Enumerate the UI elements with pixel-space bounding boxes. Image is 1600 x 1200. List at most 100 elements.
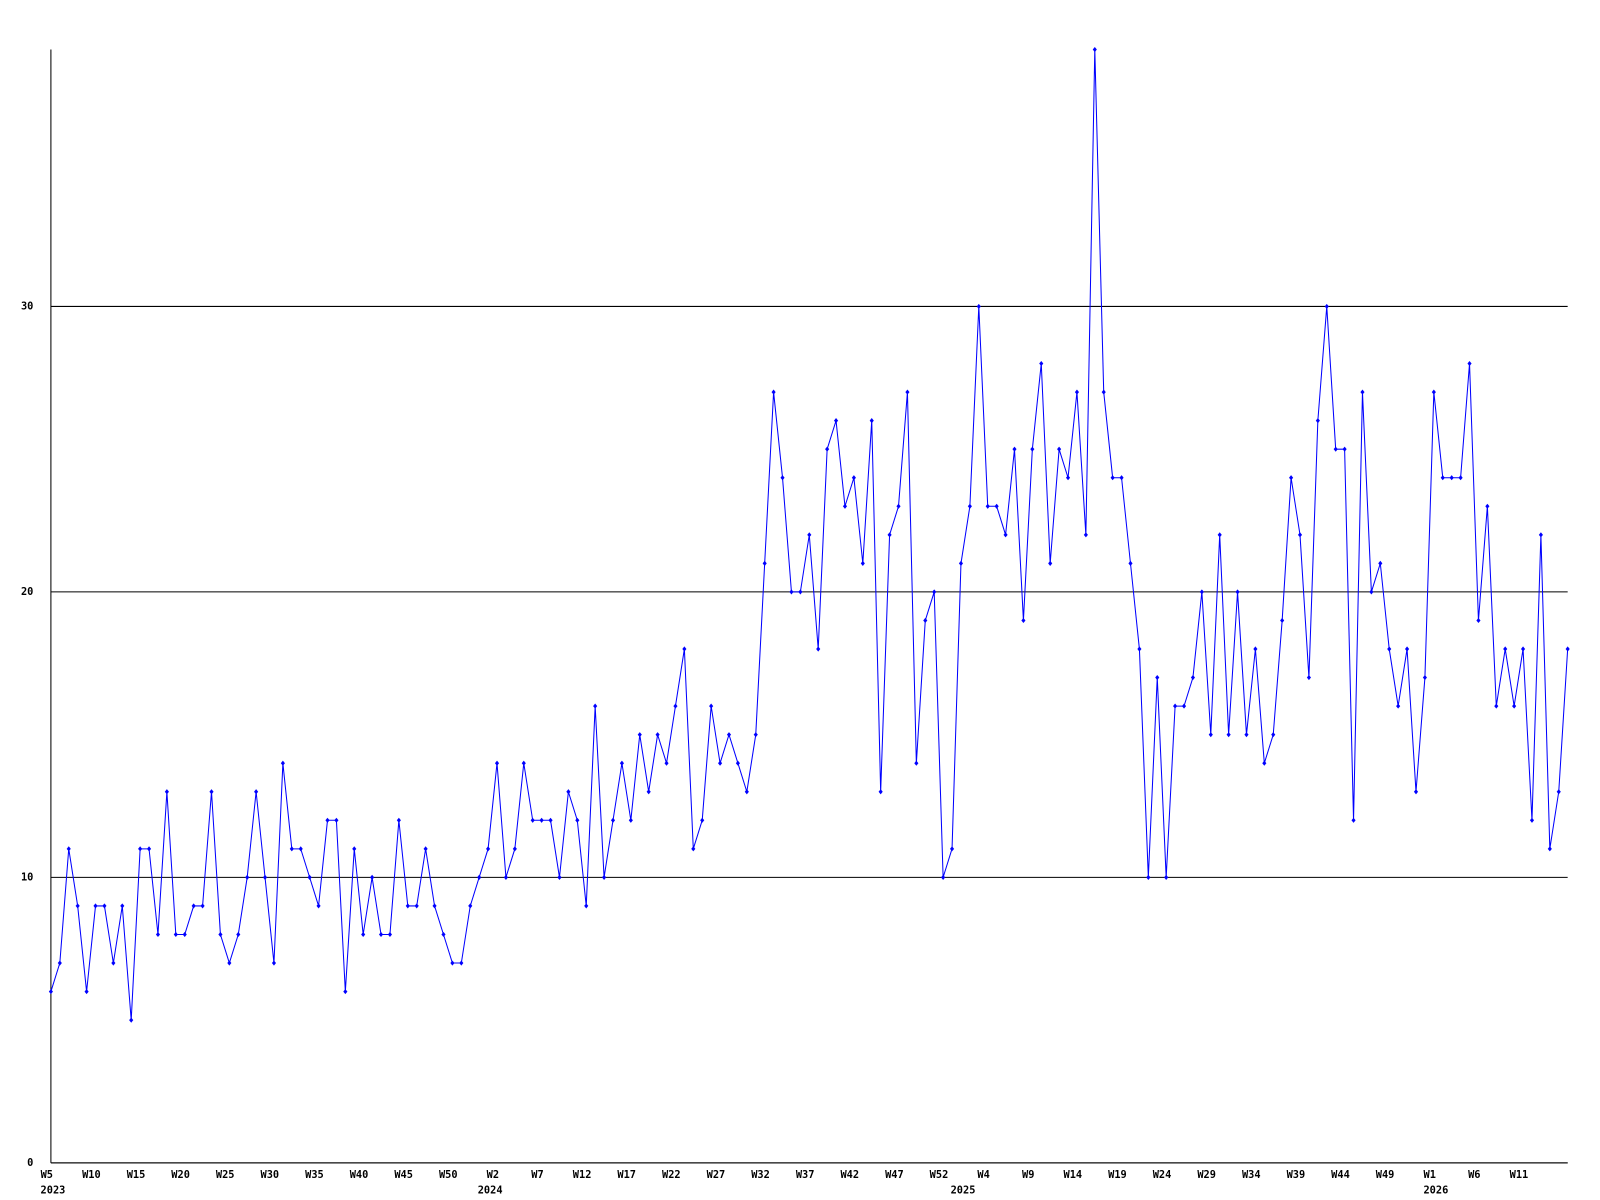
data-point	[1324, 303, 1329, 310]
data-point	[352, 846, 357, 852]
data-point	[432, 903, 437, 909]
x-tick-label: W14	[1064, 1169, 1083, 1181]
data-point	[914, 760, 919, 766]
data-point	[494, 760, 500, 766]
x-tick-label: W47	[885, 1169, 904, 1181]
x-tick-label: W27	[707, 1169, 726, 1181]
data-point	[271, 960, 277, 966]
data-point	[1021, 617, 1026, 624]
x-tick-label: W32	[751, 1169, 770, 1181]
data-point	[1208, 732, 1213, 738]
data-point	[387, 931, 393, 938]
data-point	[459, 960, 464, 966]
data-point	[1039, 360, 1044, 367]
data-point	[1074, 389, 1080, 395]
data-point	[575, 817, 580, 823]
data-point	[48, 988, 53, 995]
data-point	[164, 789, 169, 795]
data-point	[593, 703, 598, 709]
data-point	[1030, 446, 1035, 452]
data-point	[1181, 703, 1187, 709]
data-point	[718, 760, 723, 766]
x-group-label: 2024	[478, 1185, 503, 1197]
data-point	[1110, 475, 1115, 481]
data-point	[173, 931, 178, 938]
x-tick-label: W10	[82, 1169, 101, 1181]
data-point	[262, 874, 268, 880]
data-point	[129, 1017, 134, 1023]
data-point	[1101, 389, 1106, 395]
x-tick-label: W9	[1022, 1169, 1034, 1181]
data-point	[307, 874, 312, 880]
data-point	[370, 874, 375, 880]
data-point	[1431, 389, 1436, 395]
data-point	[807, 532, 812, 538]
data-point	[932, 589, 937, 595]
x-tick-label: W19	[1108, 1169, 1127, 1181]
x-tick-label: W15	[127, 1169, 146, 1181]
data-point	[146, 846, 152, 852]
data-point	[949, 846, 955, 852]
data-point	[994, 503, 999, 509]
data-point	[878, 789, 883, 795]
data-point	[1413, 789, 1419, 795]
data-point	[619, 760, 624, 766]
x-tick-label: W5	[41, 1169, 53, 1181]
data-point	[1306, 674, 1311, 681]
data-point	[887, 532, 892, 538]
data-point	[334, 817, 339, 823]
x-tick-label: W17	[617, 1169, 636, 1181]
x-tick-label: W12	[573, 1169, 592, 1181]
data-point	[1146, 874, 1151, 880]
x-tick-label: W40	[350, 1169, 369, 1181]
data-point	[744, 789, 749, 795]
data-point	[1512, 703, 1517, 709]
data-point	[1449, 475, 1454, 481]
data-point	[120, 903, 125, 909]
data-point	[111, 960, 116, 966]
y-tick-label: 20	[21, 586, 33, 598]
data-point	[673, 703, 678, 709]
x-tick-label: W42	[840, 1169, 859, 1181]
data-point	[1494, 703, 1499, 709]
data-point	[289, 846, 294, 852]
x-tick-label: W29	[1197, 1169, 1216, 1181]
data-point	[182, 931, 187, 938]
data-point	[833, 418, 839, 424]
data-point	[1556, 789, 1561, 795]
data-point	[84, 988, 89, 995]
data-point	[325, 817, 330, 823]
data-point	[905, 389, 910, 395]
data-point	[1360, 389, 1365, 395]
data-point	[1476, 617, 1481, 624]
data-point	[227, 960, 232, 966]
data-point	[298, 846, 303, 852]
data-point	[780, 475, 785, 481]
x-group-label: 2025	[951, 1185, 976, 1197]
data-point	[1387, 646, 1392, 652]
data-point	[1190, 674, 1196, 681]
x-tick-label: W6	[1468, 1169, 1480, 1181]
data-point	[441, 931, 446, 938]
data-point	[798, 589, 803, 595]
data-point	[1083, 532, 1088, 538]
data-point	[1003, 532, 1008, 538]
data-point	[66, 846, 71, 852]
data-point	[1289, 475, 1294, 481]
y-tick-label: 10	[21, 871, 33, 883]
data-point	[361, 931, 366, 938]
data-point	[1378, 560, 1383, 566]
data-point	[709, 703, 714, 709]
data-point	[1253, 646, 1258, 652]
y-tick-label: 0	[27, 1157, 33, 1169]
data-point	[477, 874, 482, 880]
x-tick-label: W37	[796, 1169, 815, 1181]
data-point	[896, 503, 901, 509]
data-point	[486, 846, 491, 852]
data-point	[405, 903, 410, 909]
data-point	[1235, 589, 1240, 595]
data-point	[1262, 760, 1267, 766]
data-point	[771, 389, 776, 395]
data-point	[1271, 732, 1276, 738]
data-point	[200, 903, 205, 909]
